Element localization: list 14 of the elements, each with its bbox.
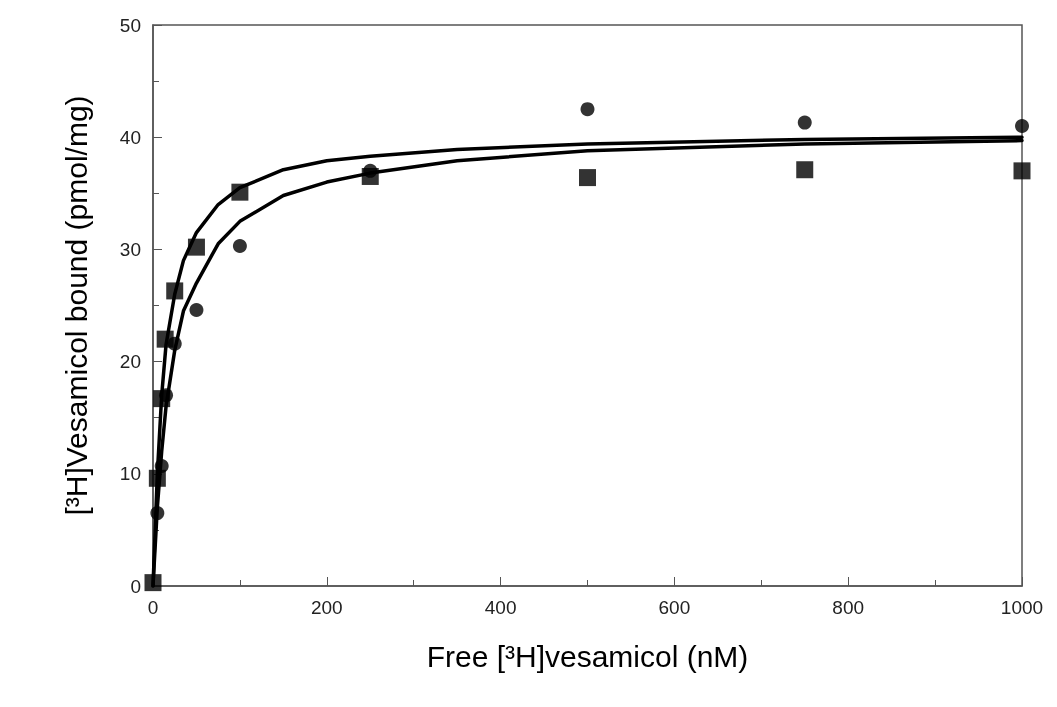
x-tick-label: 200 <box>310 597 343 618</box>
y-axis-title: [³H]Vesamicol bound (pmol/mg) <box>59 95 93 516</box>
y-tick-label: 10 <box>119 463 141 485</box>
y-tick-label: 20 <box>119 351 141 373</box>
x-tick-label: 800 <box>832 597 865 618</box>
x-tick-label: 0 <box>147 597 159 618</box>
x-tick-label: 1000 <box>1000 597 1044 618</box>
y-tick-label: 50 <box>119 14 141 36</box>
y-tick-label: 30 <box>119 238 141 260</box>
x-axis-title: Free [³H]vesamicol (nM) <box>426 639 749 673</box>
x-tick-label: 400 <box>484 597 517 618</box>
x-tick-label: 600 <box>658 597 691 618</box>
y-tick-label: 0 <box>130 575 141 597</box>
y-tick-label: 40 <box>119 126 141 148</box>
